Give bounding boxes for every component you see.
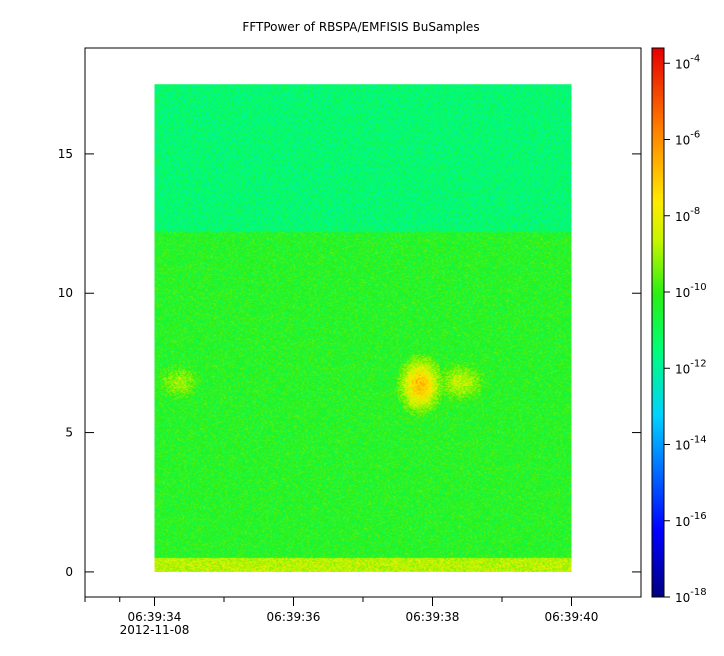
- x-tick-date-label: 2012-11-08: [120, 623, 190, 637]
- colorbar: 10-4 10-6 10-8 10-10 10-12 10-14 10-16 10-18: [651, 47, 707, 605]
- y-axis: 0 5 10 15: [58, 147, 641, 579]
- x-tick-label: 06:39:36: [267, 610, 321, 624]
- chart-title: FFTPower of RBSPA/EMFISIS BuSamples: [242, 20, 479, 34]
- colorbar-tick-exponent: -18: [690, 587, 706, 598]
- y-tick-label: 5: [65, 426, 73, 440]
- colorbar-tick-exponent: -4: [690, 53, 700, 64]
- spectrogram-heatmap: [154, 84, 572, 572]
- colorbar-gradient: [652, 48, 664, 597]
- colorbar-ticks: 10-4 10-6 10-8 10-10 10-12 10-14 10-16 10-18: [664, 53, 707, 605]
- colorbar-tick-exponent: -8: [690, 206, 700, 217]
- x-tick-label: 06:39:40: [545, 610, 599, 624]
- colorbar-frame: [651, 47, 665, 598]
- colorbar-tick-label: 10-14: [675, 435, 707, 453]
- colorbar-tick-label: 10-10: [675, 282, 707, 300]
- colorbar-tick-label: 10-8: [675, 206, 700, 224]
- colorbar-tick-exponent: -14: [690, 435, 706, 446]
- colorbar-tick-label: 10-12: [675, 358, 707, 376]
- x-tick-label: 06:39:34: [128, 610, 182, 624]
- colorbar-tick-label: 10-6: [675, 130, 700, 148]
- y-tick-label: 10: [58, 286, 73, 300]
- colorbar-tick-exponent: -16: [690, 511, 706, 522]
- x-tick-label: 06:39:38: [406, 610, 460, 624]
- y-tick-label: 15: [58, 147, 73, 161]
- colorbar-tick-label: 10-16: [675, 511, 707, 529]
- colorbar-tick-label: 10-18: [675, 587, 707, 605]
- plot-area: [84, 47, 642, 598]
- colorbar-tick-exponent: -12: [690, 358, 706, 369]
- y-tick-label: 0: [65, 565, 73, 579]
- colorbar-tick-exponent: -6: [690, 130, 700, 141]
- colorbar-tick-exponent: -10: [690, 282, 706, 293]
- colorbar-tick-label: 10-4: [675, 53, 700, 71]
